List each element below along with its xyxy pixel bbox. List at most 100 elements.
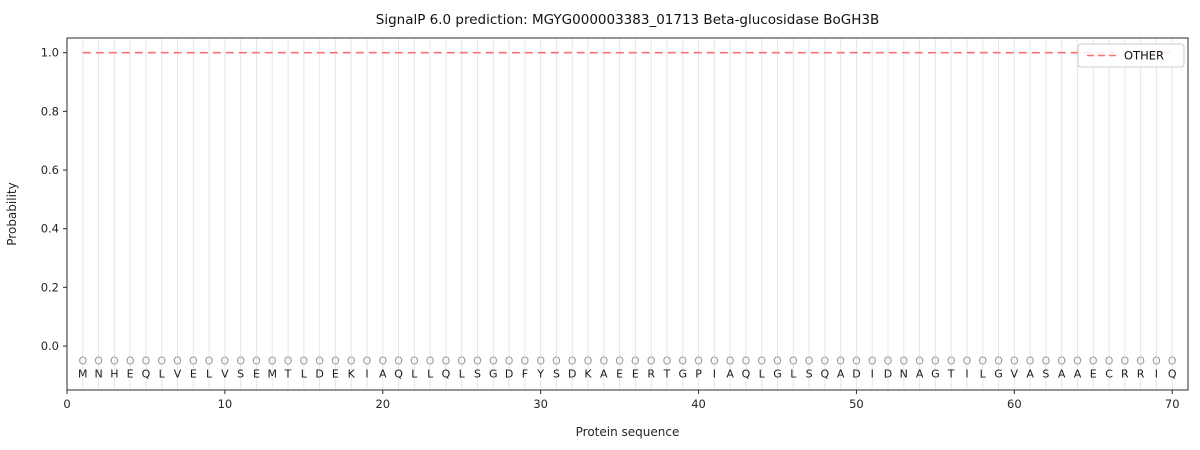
residue-label-marker: O bbox=[110, 355, 119, 368]
residue-letter: Q bbox=[742, 368, 751, 381]
residue-label-marker: O bbox=[205, 355, 214, 368]
residue-label-marker: O bbox=[1042, 355, 1051, 368]
residue-label-marker: O bbox=[742, 355, 751, 368]
residue-letter: T bbox=[947, 368, 955, 381]
residue-label-marker: O bbox=[615, 355, 624, 368]
residue-label-marker: O bbox=[931, 355, 940, 368]
residue-letter: D bbox=[568, 368, 576, 381]
residue-label-marker: O bbox=[1105, 355, 1114, 368]
residue-label-marker: O bbox=[378, 355, 387, 368]
residue-label-marker: O bbox=[442, 355, 451, 368]
residue-label-marker: O bbox=[789, 355, 798, 368]
residue-letter: A bbox=[837, 368, 845, 381]
residue-label-marker: O bbox=[821, 355, 830, 368]
residue-letter: A bbox=[1058, 368, 1066, 381]
residue-label-marker: O bbox=[757, 355, 766, 368]
y-tick-label: 1.0 bbox=[41, 46, 59, 60]
residue-letter: N bbox=[94, 368, 102, 381]
residue-letter: I bbox=[713, 368, 716, 381]
residue-label-marker: O bbox=[410, 355, 419, 368]
residue-letter: A bbox=[1074, 368, 1082, 381]
residue-letter: A bbox=[379, 368, 387, 381]
residue-letter: A bbox=[916, 368, 924, 381]
residue-letter: E bbox=[332, 368, 339, 381]
residue-label-marker: O bbox=[1121, 355, 1130, 368]
x-tick-label: 10 bbox=[218, 397, 233, 411]
y-tick-label: 0.2 bbox=[41, 280, 59, 294]
x-axis-label: Protein sequence bbox=[576, 425, 680, 439]
residue-label-marker: O bbox=[536, 355, 545, 368]
residue-label-marker: O bbox=[963, 355, 972, 368]
residue-label-marker: O bbox=[678, 355, 687, 368]
residue-letter: M bbox=[78, 368, 88, 381]
y-axis-label: Probability bbox=[5, 182, 19, 245]
residue-label-marker: O bbox=[726, 355, 735, 368]
residue-letter: D bbox=[505, 368, 513, 381]
x-tick-label: 20 bbox=[375, 397, 390, 411]
residue-label-marker: O bbox=[994, 355, 1003, 368]
residue-label-marker: O bbox=[1136, 355, 1145, 368]
x-tick-label: 60 bbox=[1007, 397, 1022, 411]
residue-letter: T bbox=[663, 368, 671, 381]
residue-letter: S bbox=[237, 368, 244, 381]
chart-title: SignalP 6.0 prediction: MGYG000003383_01… bbox=[376, 12, 879, 28]
residue-letter: E bbox=[253, 368, 260, 381]
residue-letter: L bbox=[459, 368, 466, 381]
residue-label-marker: O bbox=[868, 355, 877, 368]
residue-label-marker: O bbox=[489, 355, 498, 368]
residue-letter: P bbox=[695, 368, 702, 381]
residue-letter: V bbox=[221, 368, 229, 381]
residue-letter: A bbox=[1026, 368, 1034, 381]
residue-label-marker: O bbox=[899, 355, 908, 368]
residue-letter: L bbox=[301, 368, 308, 381]
residue-label-marker: O bbox=[552, 355, 561, 368]
residue-letter: V bbox=[174, 368, 182, 381]
x-tick-label: 40 bbox=[691, 397, 706, 411]
residue-letter: K bbox=[348, 368, 356, 381]
residue-label-marker: O bbox=[78, 355, 87, 368]
residue-letter: D bbox=[315, 368, 323, 381]
residue-letter: Q bbox=[442, 368, 451, 381]
residue-label-marker: O bbox=[299, 355, 308, 368]
residue-label-marker: O bbox=[710, 355, 719, 368]
residue-label-marker: O bbox=[836, 355, 845, 368]
residue-letter: R bbox=[647, 368, 655, 381]
residue-letter: E bbox=[616, 368, 623, 381]
legend-box bbox=[1077, 43, 1185, 68]
residue-label-marker: O bbox=[884, 355, 893, 368]
residue-letter: V bbox=[1011, 368, 1019, 381]
residue-letter: S bbox=[553, 368, 560, 381]
residue-letter: K bbox=[584, 368, 592, 381]
residue-letter: A bbox=[600, 368, 608, 381]
residue-letter: Q bbox=[142, 368, 151, 381]
axes-background bbox=[67, 38, 1188, 390]
residue-label-marker: O bbox=[268, 355, 277, 368]
x-tick-label: 0 bbox=[63, 397, 70, 411]
residue-label-marker: O bbox=[142, 355, 151, 368]
residue-label-marker: O bbox=[457, 355, 466, 368]
residue-letter: Q bbox=[1168, 368, 1177, 381]
residue-label-marker: O bbox=[1152, 355, 1161, 368]
residue-label-marker: O bbox=[347, 355, 356, 368]
residue-label-marker: O bbox=[631, 355, 640, 368]
residue-label-marker: O bbox=[315, 355, 324, 368]
x-tick-label: 50 bbox=[849, 397, 864, 411]
residue-letter: G bbox=[773, 368, 782, 381]
x-tick-label: 70 bbox=[1165, 397, 1180, 411]
residue-label-marker: O bbox=[126, 355, 135, 368]
residue-letter: M bbox=[268, 368, 278, 381]
residue-label-marker: O bbox=[221, 355, 230, 368]
residue-letter: E bbox=[190, 368, 197, 381]
residue-letter: R bbox=[1121, 368, 1129, 381]
residue-label-marker: O bbox=[331, 355, 340, 368]
residue-label-marker: O bbox=[473, 355, 482, 368]
residue-letter: I bbox=[965, 368, 968, 381]
residue-label-marker: O bbox=[394, 355, 403, 368]
residue-label-marker: O bbox=[1073, 355, 1082, 368]
residue-label-marker: O bbox=[599, 355, 608, 368]
residue-letter: L bbox=[759, 368, 766, 381]
residue-letter: C bbox=[1105, 368, 1113, 381]
residue-letter: T bbox=[284, 368, 292, 381]
